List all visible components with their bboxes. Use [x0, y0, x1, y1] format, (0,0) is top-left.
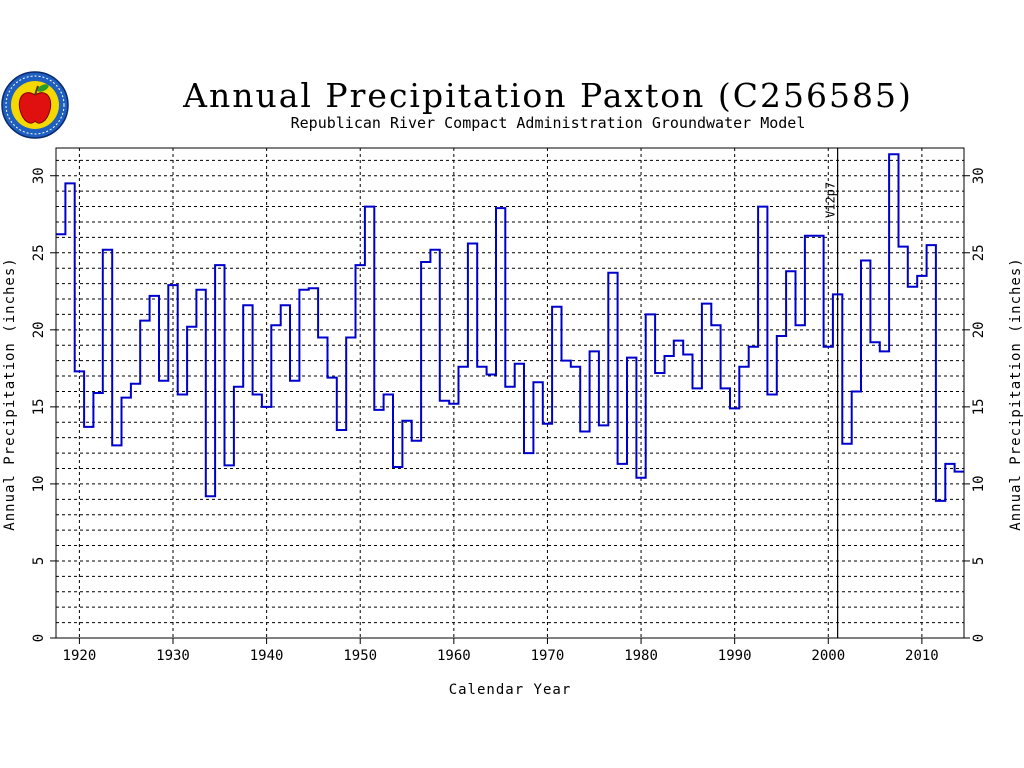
chart-title: Annual Precipitation Paxton (C256585) [182, 76, 913, 115]
y-axis-label-right: Annual Precipitation (inches) [1008, 257, 1024, 530]
y-tick-label-right: 10 [971, 475, 987, 492]
y-tick-label-right: 20 [971, 321, 987, 338]
precipitation-step-line [56, 153, 964, 502]
x-tick-label: 1930 [156, 648, 190, 664]
version-marker: V12p7 [824, 148, 839, 638]
y-tick-label-right: 0 [971, 634, 987, 642]
y-tick-label-left: 5 [31, 557, 47, 565]
y-tick-label-left: 15 [31, 398, 47, 415]
apple-seal-icon [1, 71, 69, 139]
x-tick-label: 2010 [905, 648, 939, 664]
x-tick-label: 1990 [718, 648, 752, 664]
x-tick-label: 1920 [63, 648, 97, 664]
version-marker-label: V12p7 [824, 182, 838, 218]
y-tick-label-left: 25 [31, 244, 47, 261]
x-tick-label: 1940 [250, 648, 284, 664]
y-tick-label-right: 5 [971, 557, 987, 565]
y-tick-label-right: 30 [971, 167, 987, 184]
y-tick-label-left: 0 [31, 634, 47, 642]
plot-frame [55, 147, 965, 639]
y-tick-label-left: 30 [31, 167, 47, 184]
y-axis-label-left: Annual Precipitation (inches) [2, 257, 18, 530]
y-tick-label-left: 10 [31, 475, 47, 492]
x-tick-label: 2000 [811, 648, 845, 664]
x-axis-label: Calendar Year [449, 682, 572, 698]
y-tick-label-left: 20 [31, 321, 47, 338]
x-tick-label: 1960 [437, 648, 471, 664]
x-tick-label: 1970 [531, 648, 565, 664]
precipitation-series [56, 153, 964, 502]
y-tick-label-right: 25 [971, 244, 987, 261]
y-tick-label-right: 15 [971, 398, 987, 415]
chart-subtitle: Republican River Compact Administration … [291, 114, 806, 132]
x-tick-label: 1980 [624, 648, 658, 664]
x-tick-label: 1950 [343, 648, 377, 664]
axes: 0 0 5 5 10 10 15 15 20 20 25 25 30 30 1920 1930 1940 1950… [31, 147, 987, 664]
grid [56, 148, 964, 638]
